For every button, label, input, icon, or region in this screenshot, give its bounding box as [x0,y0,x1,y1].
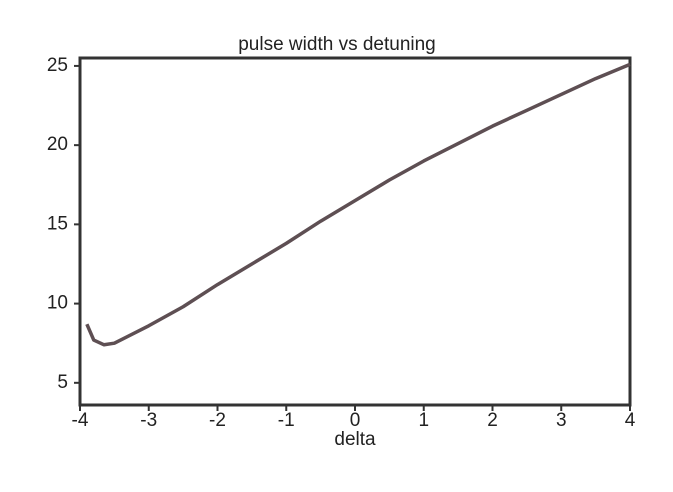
x-tick-label: -1 [278,410,295,431]
y-tick-label: 5 [57,372,68,393]
x-tick-label: -3 [140,410,157,431]
y-tick-label: 25 [47,55,68,76]
y-tick-label: 10 [47,293,68,314]
x-tick-label: -2 [209,410,226,431]
x-tick-label: 1 [418,410,429,431]
chart-title: pulse width vs detuning [238,34,436,55]
x-tick-label: -4 [72,410,89,431]
x-axis-label: delta [334,429,376,450]
x-tick-label: 4 [625,410,636,431]
y-tick-label: 20 [47,134,68,155]
x-tick-label: 0 [350,410,361,431]
plot-frame [78,56,632,407]
x-tick-label: 2 [487,410,498,431]
y-tick-label: 15 [47,213,68,234]
data-line [85,62,631,347]
x-tick-label: 3 [556,410,567,431]
